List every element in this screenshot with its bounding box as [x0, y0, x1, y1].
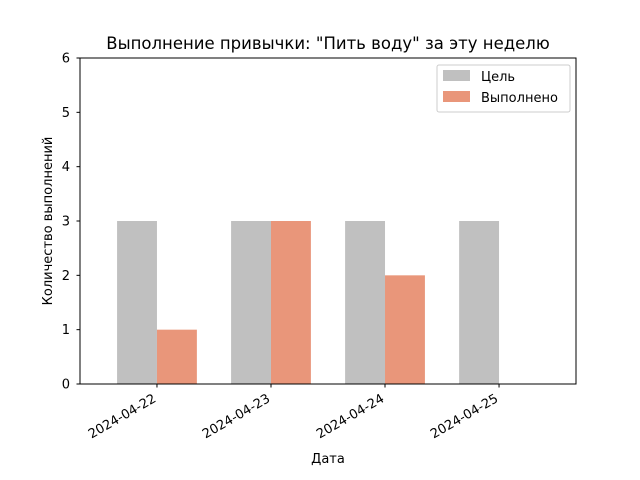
legend-box: [436, 64, 571, 113]
y-tick-label: 5: [62, 106, 70, 121]
x-axis-label: Дата: [311, 452, 345, 467]
bar-target-2024-04-23: [231, 221, 271, 384]
legend: Цель Выполнено: [436, 64, 571, 113]
bar-target-2024-04-22: [117, 221, 157, 384]
y-tick-label: 6: [62, 52, 70, 67]
bar-completed-2024-04-23: [270, 221, 311, 384]
legend-label-target: Цель: [481, 70, 515, 85]
plot-frame: [79, 57, 577, 385]
bar-completed-2024-04-24: [385, 275, 425, 384]
bar-target-2024-04-24: [345, 221, 386, 384]
legend-label-completed: Выполнено: [481, 91, 558, 106]
bar-completed-2024-04-22: [156, 329, 197, 384]
bars-layer: [117, 221, 500, 384]
bar-target-2024-04-25: [459, 221, 500, 384]
chart-title: Выполнение привычки: "Пить воду" за эту …: [106, 34, 549, 53]
y-tick-label: 1: [62, 323, 70, 338]
y-tick-label: 2: [62, 269, 70, 284]
legend-swatch-completed: [443, 91, 470, 102]
legend-swatch-target: [443, 70, 470, 81]
y-axis-label: Количество выполнений: [41, 137, 56, 306]
y-axis: 0 1 2 3 4 5 6: [62, 52, 80, 393]
y-tick-label: 4: [62, 160, 70, 175]
y-tick-label: 0: [62, 378, 70, 393]
y-tick-label: 3: [62, 215, 70, 230]
